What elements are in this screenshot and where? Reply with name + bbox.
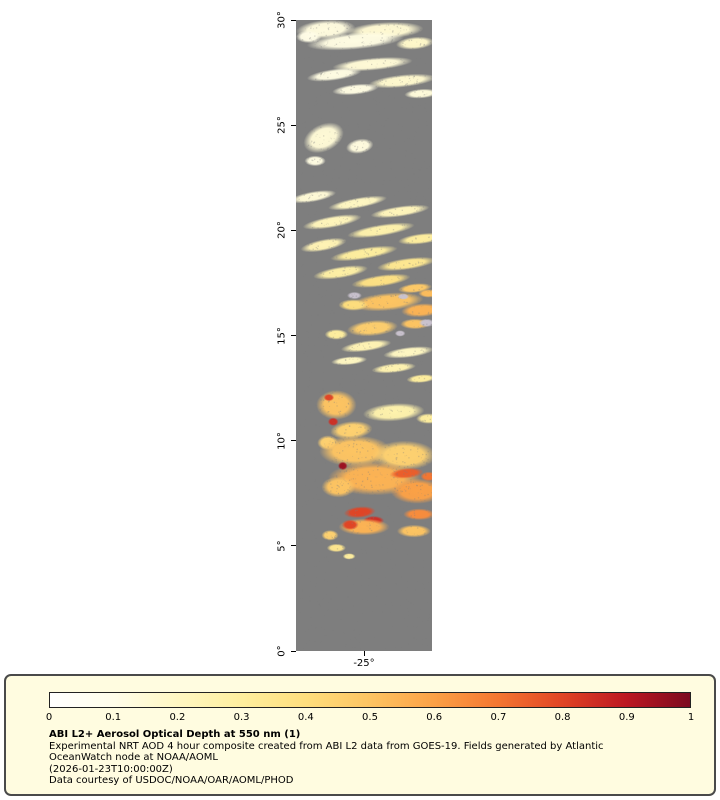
colorbar-tick-label: 0.8 xyxy=(554,712,571,723)
map-plot xyxy=(296,20,432,651)
legend-text-block: ABI L2+ Aerosol Optical Depth at 550 nm … xyxy=(49,729,669,787)
lon-tick-label: -25° xyxy=(353,658,375,669)
lat-tick-mark xyxy=(291,19,296,21)
lat-tick-mark xyxy=(291,335,296,336)
lat-tick-mark xyxy=(291,440,296,442)
colorbar-gradient xyxy=(49,692,691,708)
lat-tick-label: 25° xyxy=(276,116,288,135)
lat-tick-label: 30° xyxy=(276,11,288,29)
product-timestamp: (2026-01-23T10:00:00Z) xyxy=(49,763,173,775)
lat-tick-label: 15° xyxy=(276,326,288,345)
colorbar-tick-label: 0.1 xyxy=(105,712,122,723)
colorbar-tick-label: 0.3 xyxy=(233,712,250,723)
product-title: ABI L2+ Aerosol Optical Depth at 550 nm … xyxy=(49,729,301,740)
data-credit: Data courtesy of USDOC/NOAA/OAR/AOML/PHO… xyxy=(49,775,294,786)
legend-panel: 0 0.1 0.2 0.3 0.4 0.5 0.6 0.7 0.8 0.9 1 ABI L2+ Ae… xyxy=(4,674,716,796)
colorbar-tick-label: 0.7 xyxy=(490,712,507,723)
product-description: Experimental NRT AOD 4 hour composite cr… xyxy=(49,740,604,764)
colorbar-tick-label: 0.2 xyxy=(169,712,186,723)
colorbar-tick-label: 0.6 xyxy=(426,712,443,723)
colorbar-tick-label: 0.5 xyxy=(362,712,378,723)
lat-tick-mark xyxy=(291,650,296,652)
colorbar-tick-label: 0.9 xyxy=(618,712,635,723)
lat-tick-mark xyxy=(291,545,296,547)
lon-tick-mark xyxy=(363,651,365,656)
lat-tick-label: 10° xyxy=(276,431,288,450)
lat-tick-label: 5° xyxy=(276,540,288,552)
lat-tick-label: 20° xyxy=(276,221,288,240)
colorbar-tick-label: 0.4 xyxy=(297,712,314,723)
lat-tick-mark xyxy=(291,229,296,231)
colorbar-tick-label: 1 xyxy=(687,712,695,723)
map-raster xyxy=(296,20,432,651)
lat-tick-mark xyxy=(291,124,296,126)
colorbar-ticks: 0 0.1 0.2 0.3 0.4 0.5 0.6 0.7 0.8 0.9 1 xyxy=(45,712,695,725)
lat-tick-label: 0° xyxy=(276,645,288,657)
colorbar-tick-label: 0 xyxy=(45,712,53,723)
